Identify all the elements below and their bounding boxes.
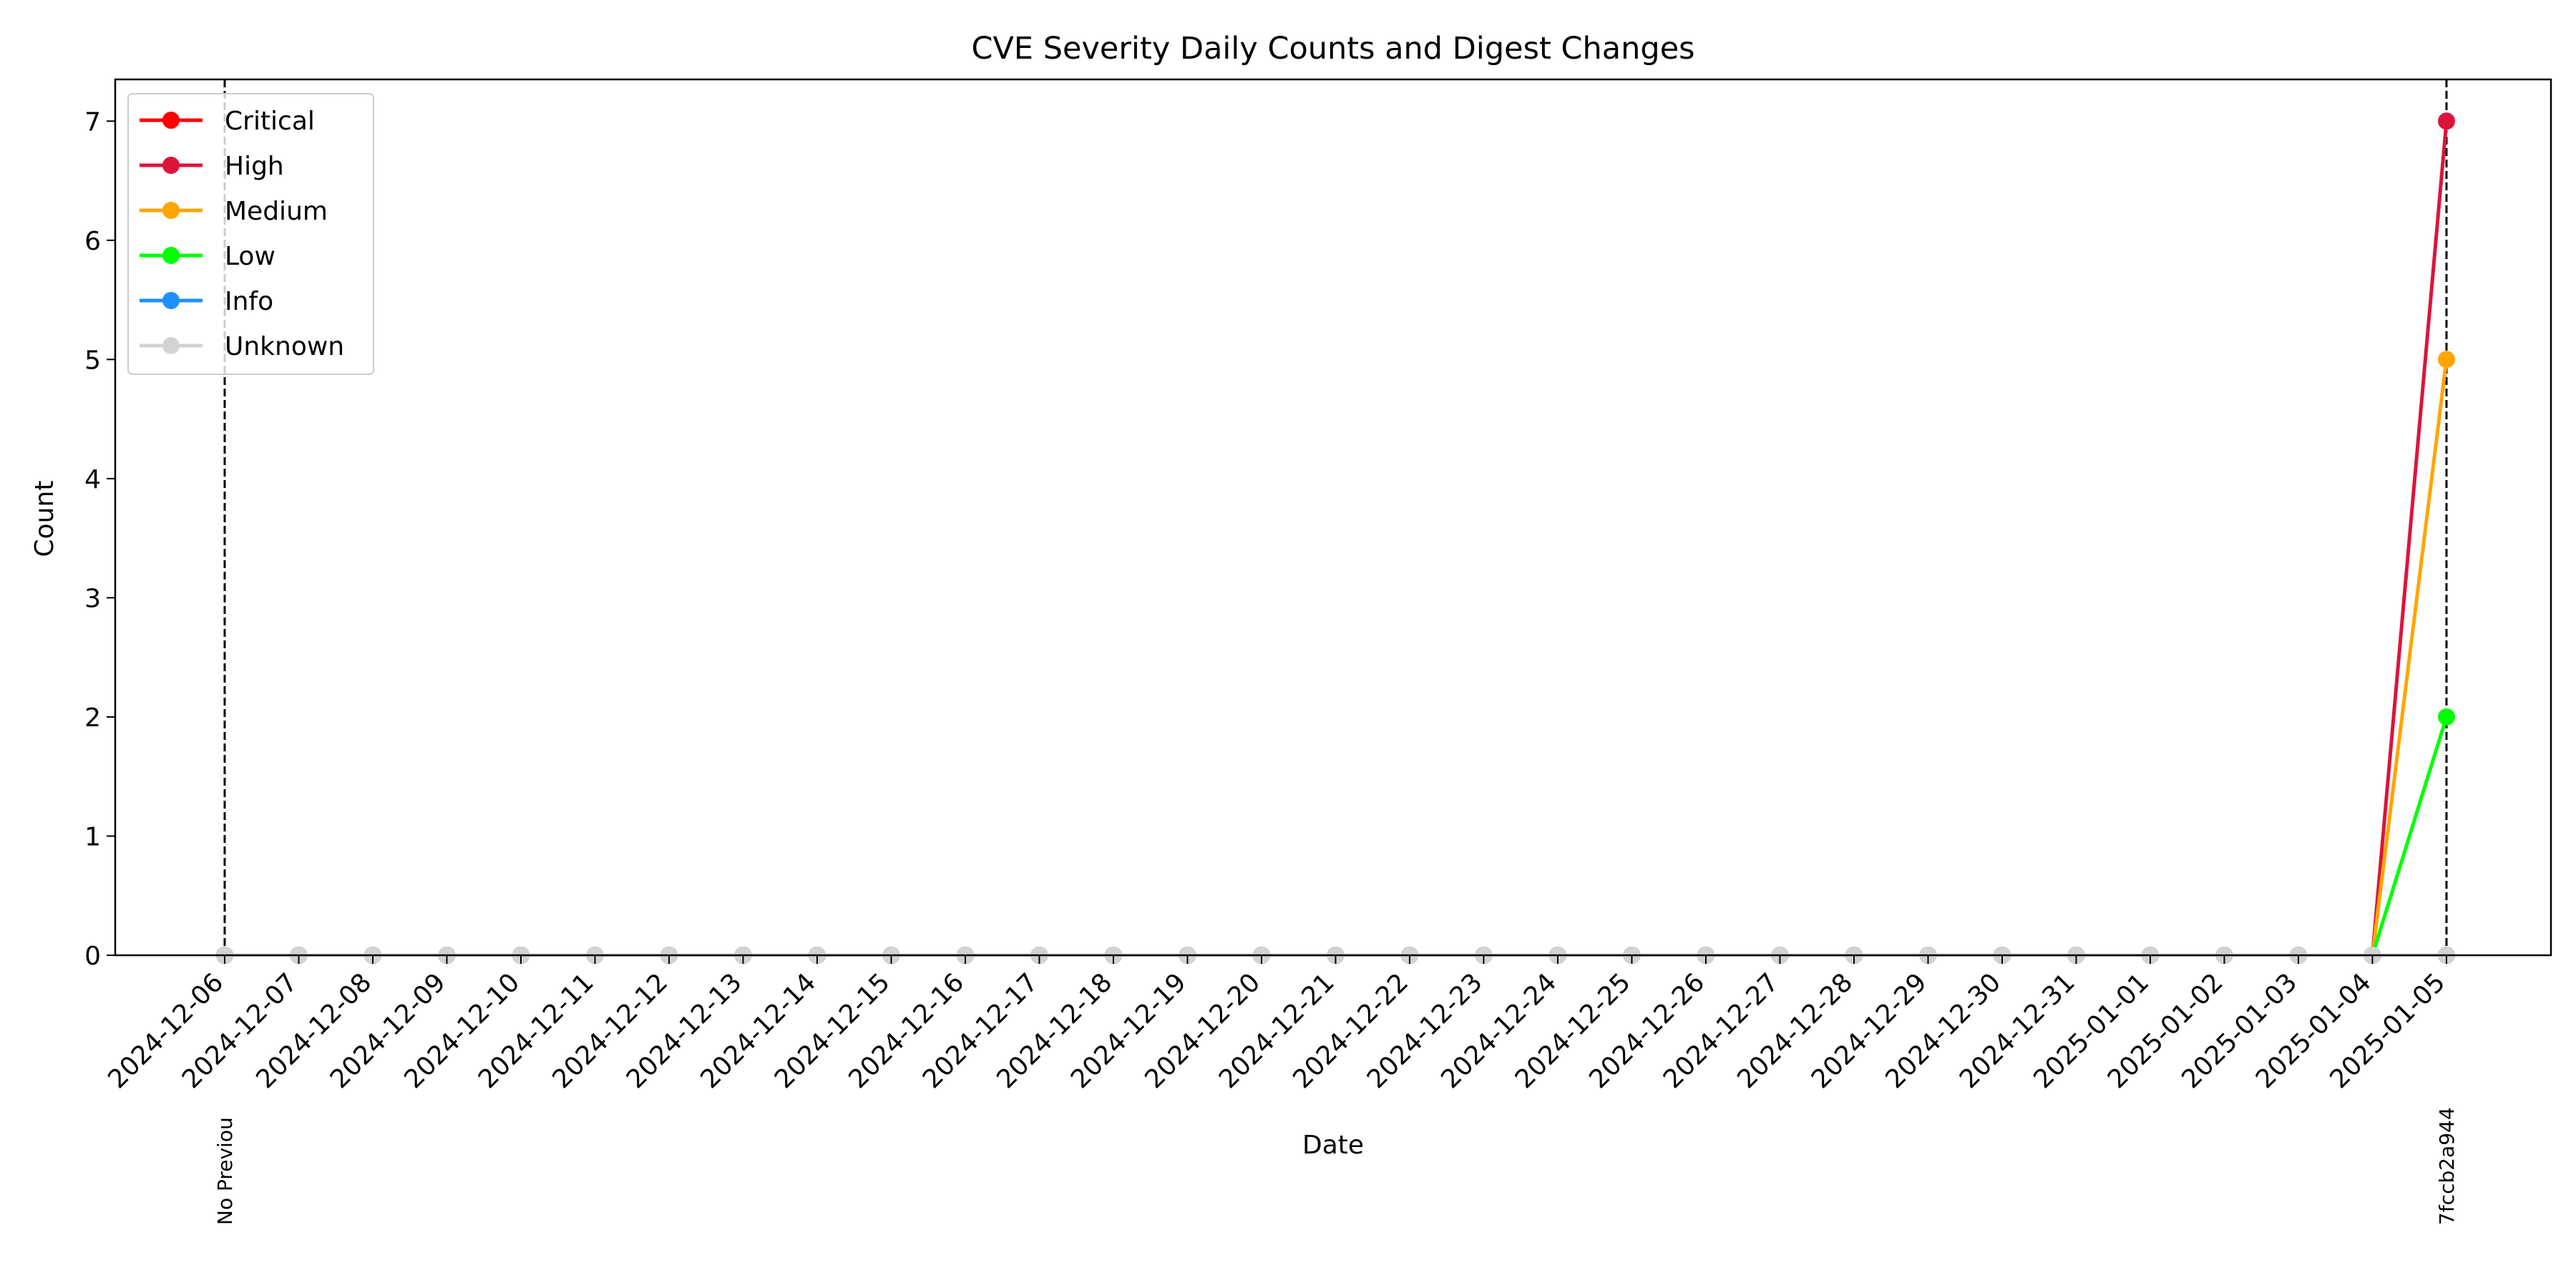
legend-item-high: High (140, 152, 284, 181)
legend-label: Low (225, 242, 275, 271)
data-point (2438, 708, 2455, 726)
legend: Critical High Medium Low Info Unknown (127, 93, 374, 375)
data-point (2438, 351, 2455, 369)
legend-label: Unknown (225, 332, 344, 361)
y-tick-label: 3 (84, 584, 101, 613)
legend-item-unknown: Unknown (140, 332, 344, 361)
plot-frame (114, 78, 2552, 957)
y-axis: 0 1 2 3 4 5 6 7 (84, 107, 115, 971)
y-tick-label: 5 (84, 346, 101, 375)
legend-swatch-marker (162, 202, 180, 219)
digest-change-label: 7fccb2a944 (2435, 1107, 2459, 1225)
y-tick-label: 7 (84, 107, 101, 137)
digest-changes: No Previou 7fccb2a944 (213, 79, 2459, 1225)
legend-item-low: Low (140, 242, 275, 271)
legend-swatch-marker (162, 112, 180, 129)
y-axis-label: Count (30, 481, 59, 557)
legend-label: High (225, 152, 284, 181)
y-tick-label: 2 (84, 703, 101, 733)
legend-swatch-marker (162, 337, 180, 354)
y-tick-label: 0 (84, 942, 101, 971)
x-axis-label: Date (1302, 1131, 1364, 1160)
legend-item-info: Info (140, 287, 273, 316)
chart-title: CVE Severity Daily Counts and Digest Cha… (971, 31, 1694, 67)
legend-swatch-marker (162, 247, 180, 264)
legend-label: Critical (225, 107, 315, 136)
legend-swatch-marker (162, 292, 180, 309)
y-tick-label: 6 (84, 227, 101, 256)
legend-item-critical: Critical (140, 107, 315, 136)
legend-swatch-marker (162, 157, 180, 174)
legend-label: Medium (225, 197, 328, 226)
y-tick-label: 4 (84, 465, 101, 494)
legend-item-medium: Medium (140, 197, 328, 226)
data-point (2438, 112, 2455, 130)
legend-label: Info (225, 287, 273, 316)
y-tick-label: 1 (84, 822, 101, 852)
digest-change-label: No Previou (213, 1117, 237, 1225)
